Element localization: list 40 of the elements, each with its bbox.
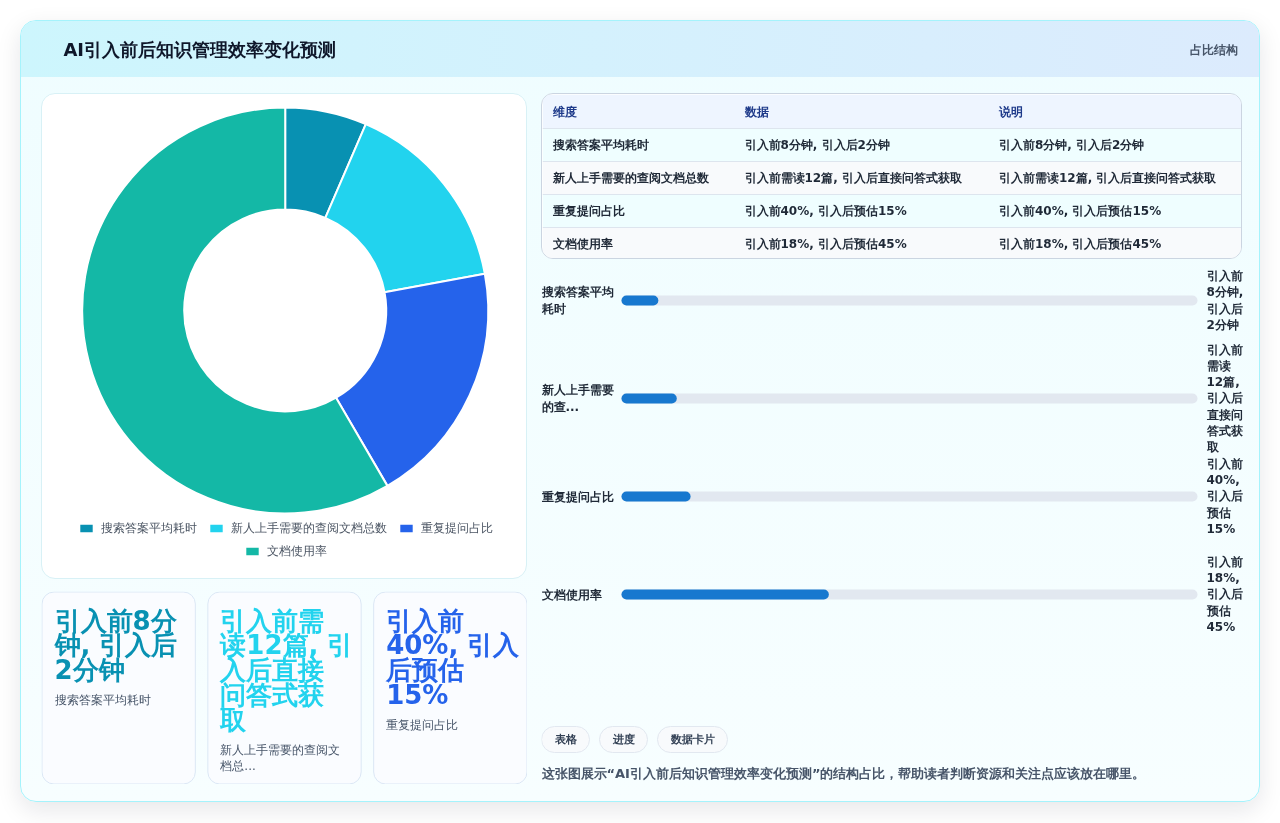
category-label: 维度 xyxy=(551,104,577,119)
category-label: 重复提问占比 xyxy=(386,717,459,732)
category-label: 说明 xyxy=(998,104,1023,119)
bar xyxy=(621,393,677,404)
category-label: 新人上手需要的查阅文档总... xyxy=(219,742,341,773)
text: 引入前18%, 引入后预估45% xyxy=(999,237,1162,251)
y-tick-label: 文档使用率 xyxy=(540,587,602,602)
category-label: 表格 xyxy=(553,733,578,746)
text: 引入前40%, 引入后预估15% xyxy=(744,204,907,218)
text: 引入前40%, 引入后预估15% xyxy=(999,204,1162,218)
legend-label: 文档使用率 xyxy=(267,542,327,560)
text: 这张图展示“AI引入前后知识管理效率变化预测”的结构占比，帮助读者判断资源和关注点应该放在哪里。 xyxy=(540,766,1146,781)
text: 新人上手需要的查阅文档总数 xyxy=(551,171,710,185)
data-label: 引入前需读12篇, 引入后直接问答式获取 xyxy=(1205,343,1243,454)
data-label: 引入前8分钟, 引入后2分钟 xyxy=(1206,269,1244,332)
data-label: 引入前18%, 引入后预估45% xyxy=(1205,555,1243,634)
legend-label: 搜索答案平均耗时 xyxy=(101,519,197,537)
text: 引入前8分钟, 引入后2分钟 xyxy=(53,605,178,685)
category-label: 数据 xyxy=(743,104,769,119)
text: 引入前40%, 引入后预估15% xyxy=(385,605,521,710)
category-label: 搜索答案平均耗时 xyxy=(54,692,151,707)
text: 引入前18%, 引入后预估45% xyxy=(744,237,907,251)
legend-label: 新人上手需要的查阅文档总数 xyxy=(231,519,387,537)
category-label: 进度 xyxy=(611,733,635,746)
text: 引入前8分钟, 引入后2分钟 xyxy=(744,138,890,152)
text: 重复提问占比 xyxy=(551,204,625,218)
text: 搜索答案平均耗时 xyxy=(551,138,649,152)
text: 占比结构 xyxy=(1189,42,1238,57)
y-tick-label: 搜索答案平均耗时 xyxy=(540,285,614,316)
bar xyxy=(621,491,691,502)
legend-label: 重复提问占比 xyxy=(421,519,493,537)
category-label: 数据卡片 xyxy=(669,733,715,746)
text: 引入前需读12篇, 引入后直接问答式获取 xyxy=(219,605,354,735)
text: 引入前8分钟, 引入后2分钟 xyxy=(999,138,1145,152)
text: AI引入前后知识管理效率变化预测 xyxy=(63,39,337,60)
data-label: 引入前40%, 引入后预估15% xyxy=(1205,457,1243,536)
text: 引入前需读12篇, 引入后直接问答式获取 xyxy=(999,171,1218,185)
y-tick-label: 新人上手需要的查... xyxy=(540,383,614,414)
y-tick-label: 重复提问占比 xyxy=(540,489,614,504)
text: 引入前需读12篇, 引入后直接问答式获取 xyxy=(744,171,963,185)
